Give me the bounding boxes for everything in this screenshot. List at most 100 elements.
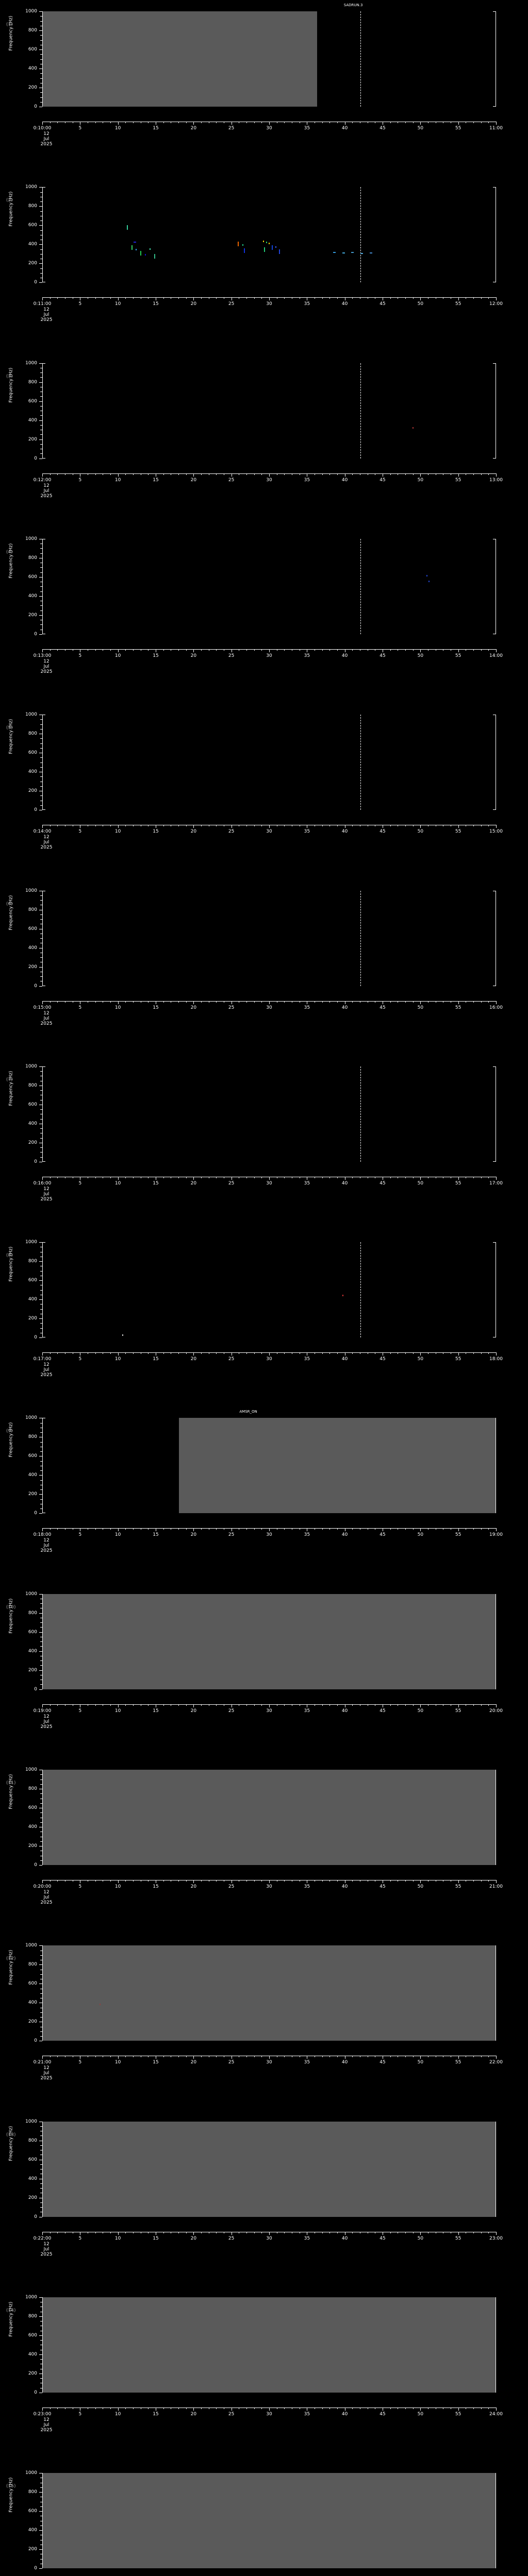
spectrogram-panel: (4) Frequency (Hz) 1000 800 600 400 200 0 0:13:0… (0, 528, 528, 703)
x-axis-tick-label: 14:00 (489, 653, 503, 658)
x-axis-tick (496, 1880, 497, 1883)
x-axis-tick-label: 35 (304, 1180, 310, 1186)
x-axis-tick-label: 5 (78, 1180, 82, 1186)
y-axis-minor-tick (40, 795, 42, 796)
x-axis-minor-tick (178, 1880, 179, 1882)
x-axis-tick-label: 45 (380, 1532, 386, 1538)
x-axis-minor-tick (95, 2407, 96, 2409)
date-month: Jul (43, 664, 50, 669)
x-axis-tick (420, 297, 421, 301)
y-axis-minor-tick (40, 1603, 42, 1604)
x-axis-tick-label: 35 (304, 1708, 310, 1714)
x-axis-minor-tick (488, 2231, 489, 2233)
x-axis-minor-tick (329, 825, 331, 827)
panel-index-label: (2) (6, 198, 13, 204)
x-axis-minor-tick (405, 2231, 406, 2233)
x-axis-tick-label: 40 (341, 1884, 348, 1889)
y-axis-tick (39, 2354, 42, 2355)
x-axis-tick (42, 825, 43, 828)
x-axis-minor-tick (125, 649, 126, 651)
y-axis-tick-label: 1000 (25, 2294, 37, 2300)
x-axis-minor-tick (481, 1528, 482, 1530)
y-axis-minor-tick (40, 1974, 42, 1975)
x-axis-tick-label: 50 (417, 301, 424, 307)
x-axis-minor-tick (163, 1528, 164, 1530)
x-axis-tick-label: 30 (266, 829, 272, 835)
x-axis-minor-tick (216, 1528, 217, 1530)
plot-corner-tick (493, 1242, 496, 1243)
x-axis-tick-label: 45 (380, 1005, 386, 1010)
y-axis-tick-label: 200 (28, 1492, 37, 1497)
y-axis-tick-label: 600 (28, 750, 37, 756)
x-axis-tick-label: 40 (341, 126, 348, 131)
x-axis-tick (420, 122, 421, 125)
y-axis-minor-tick (40, 1822, 42, 1823)
x-axis-tick-label: 0:17:00 (33, 1357, 52, 1362)
x-axis-tick-label: 10 (114, 126, 121, 131)
date-label: 12 Jul 2025 (41, 1714, 53, 1730)
x-axis-tick (420, 473, 421, 477)
date-label: 12 Jul 2025 (41, 1011, 53, 1026)
x-axis-minor-tick (261, 473, 262, 475)
detection-mark (272, 245, 273, 250)
x-axis-tick (118, 1880, 119, 1883)
x-axis-tick (118, 1704, 119, 1707)
x-axis-tick-label: 25 (228, 1180, 235, 1186)
x-axis-tick-label: 55 (455, 1180, 461, 1186)
event-marker-line (360, 538, 361, 634)
x-axis-minor-tick (352, 473, 353, 475)
x-axis-tick (193, 1528, 194, 1532)
x-axis-minor-tick (261, 1704, 262, 1706)
y-axis-minor-tick (40, 1270, 42, 1272)
x-axis-tick-label: 55 (455, 1708, 461, 1714)
x-axis-minor-tick (337, 297, 338, 299)
x-axis-tick (458, 2231, 459, 2235)
no-data-region (43, 1945, 496, 2041)
x-axis-minor-tick (390, 297, 391, 299)
x-axis-tick-label: 50 (417, 2235, 424, 2241)
x-axis-tick (118, 2231, 119, 2235)
x-axis-tick (269, 122, 270, 125)
x-axis-minor-tick (337, 1704, 338, 1706)
date-day: 12 (43, 658, 50, 664)
x-axis-tick (269, 297, 270, 301)
x-axis-tick-label: 20 (190, 2411, 197, 2417)
x-axis-minor-tick (261, 825, 262, 827)
date-label: 12 Jul 2025 (41, 131, 53, 147)
y-axis-tick-label: 400 (28, 1648, 37, 1654)
x-axis-minor-tick (201, 1176, 202, 1178)
x-axis-minor-tick (163, 1704, 164, 1706)
x-axis-tick-label: 30 (266, 1532, 272, 1538)
x-axis-tick-label: 5 (78, 1884, 82, 1889)
y-axis-minor-tick (40, 2031, 42, 2032)
y-axis-tick (39, 1689, 42, 1690)
x-axis-tick (420, 2407, 421, 2411)
x-axis-tick-label: 5 (78, 829, 82, 835)
y-axis-minor-tick (40, 273, 42, 274)
x-axis-minor-tick (216, 1001, 217, 1003)
y-axis-minor-tick (40, 1432, 42, 1433)
x-axis-minor-tick (50, 649, 51, 651)
y-axis-minor-tick (40, 767, 42, 768)
y-axis-minor-tick (40, 1793, 42, 1794)
y-axis-minor-tick (40, 92, 42, 93)
date-year: 2025 (40, 142, 53, 147)
x-axis-tick-label: 45 (380, 1884, 386, 1889)
y-axis-minor-tick (40, 1109, 42, 1110)
y-axis-tick-label: 1000 (25, 2119, 37, 2124)
y-axis-tick (39, 420, 42, 421)
y-axis-minor-tick (40, 2359, 42, 2360)
event-marker-line (360, 715, 361, 810)
x-axis-minor-tick (329, 1352, 331, 1354)
x-axis-tick-label: 35 (304, 1005, 310, 1010)
y-axis-tick-label: 400 (28, 242, 37, 247)
x-axis-tick-label: 19:00 (489, 1532, 503, 1538)
event-marker-line (360, 890, 361, 986)
plot-area (42, 715, 496, 810)
x-axis-minor-tick (473, 297, 474, 299)
x-axis-tick-label: 20 (190, 2060, 197, 2065)
x-axis-tick (420, 2231, 421, 2235)
plot-area (42, 2121, 496, 2217)
x-axis-minor-tick (246, 297, 247, 299)
x-axis-minor-tick (481, 1352, 482, 1354)
